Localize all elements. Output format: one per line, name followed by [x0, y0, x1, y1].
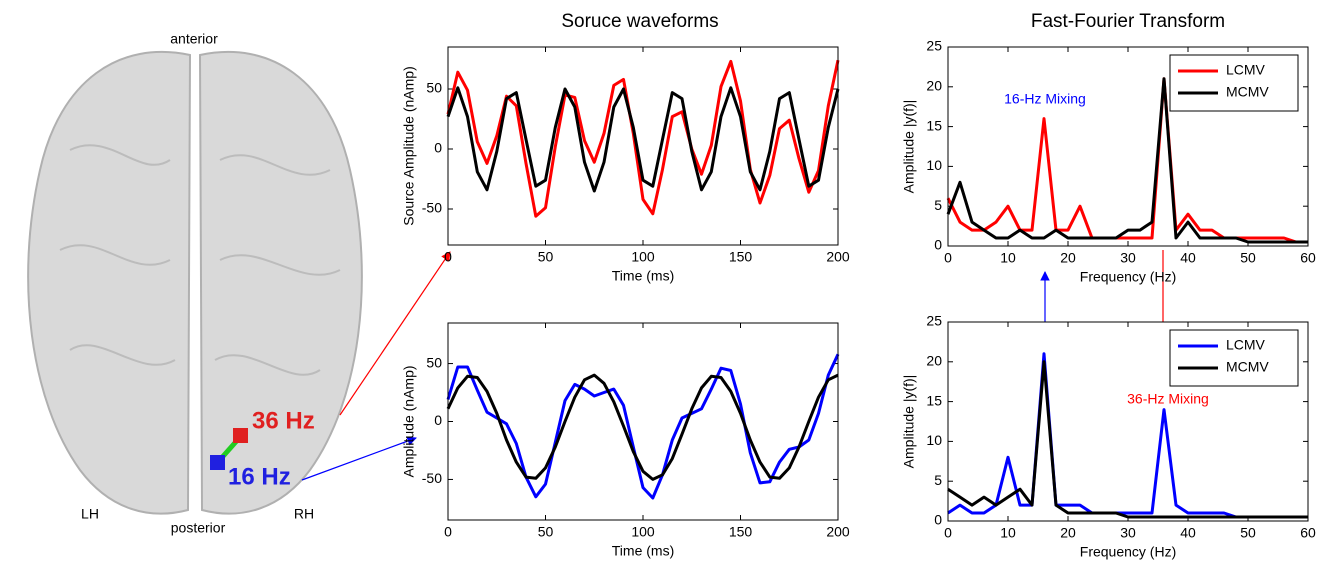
- y-tick-label: 5: [934, 472, 942, 488]
- x-tick-label: 60: [1300, 250, 1316, 266]
- annotation: 16-Hz Mixing: [1004, 91, 1086, 107]
- y-tick-label: 50: [426, 80, 442, 96]
- y-tick-label: 10: [926, 157, 942, 173]
- series-line: [946, 77, 1308, 244]
- x-tick-label: 0: [944, 525, 952, 541]
- plot-area: [448, 323, 838, 520]
- brain-label: posterior: [171, 520, 226, 536]
- series-line: [446, 86, 840, 193]
- x-tick-label: 20: [1060, 525, 1076, 541]
- axes-frame: [447, 322, 839, 521]
- axes-frame: [947, 321, 1309, 522]
- x-axis-label: Frequency (Hz): [1080, 544, 1176, 560]
- y-tick-label: 20: [926, 353, 942, 369]
- brain-label: anterior: [170, 31, 218, 47]
- arrow: [339, 251, 451, 416]
- y-tick-label: 0: [934, 512, 942, 528]
- y-tick-label: 25: [926, 313, 942, 329]
- y-tick-label: 10: [926, 432, 942, 448]
- x-tick-label: 200: [826, 524, 850, 540]
- y-tick-label: 0: [934, 237, 942, 253]
- x-tick-label: 150: [729, 524, 753, 540]
- x-tick-label: 30: [1120, 250, 1136, 266]
- source-marker: [210, 455, 225, 470]
- y-tick-label: 0: [434, 140, 442, 156]
- legend-label: LCMV: [1226, 337, 1266, 353]
- y-tick-label: 15: [926, 392, 942, 408]
- right-hemisphere: [198, 50, 363, 515]
- brain: [27, 50, 363, 515]
- source-label: 36 Hz: [252, 407, 315, 434]
- x-tick-label: 50: [538, 249, 554, 265]
- y-tick-label: 5: [934, 197, 942, 213]
- series-line: [946, 77, 1308, 244]
- arrow: [301, 436, 417, 481]
- x-axis-label: Frequency (Hz): [1080, 269, 1176, 285]
- annotation: 36-Hz Mixing: [1127, 391, 1209, 407]
- legend-label: MCMV: [1226, 84, 1269, 100]
- column-title: Soruce waveforms: [561, 11, 718, 32]
- x-tick-label: 30: [1120, 525, 1136, 541]
- x-tick-label: 20: [1060, 250, 1076, 266]
- legend: [1169, 54, 1299, 112]
- y-axis-label: Amplitude |y(f)|: [901, 100, 917, 194]
- x-tick-label: 50: [1240, 250, 1256, 266]
- x-axis-label: Time (ms): [612, 543, 674, 559]
- series-line: [446, 59, 840, 218]
- brain-label: RH: [294, 506, 314, 522]
- column-title: Fast-Fourier Transform: [1031, 11, 1225, 32]
- legend-label: LCMV: [1226, 62, 1266, 78]
- y-tick-label: 20: [926, 78, 942, 94]
- x-tick-label: 10: [1000, 525, 1016, 541]
- y-axis-label: Amplitude (nAmp): [401, 365, 417, 477]
- x-axis-label: Time (ms): [612, 268, 674, 284]
- y-axis-label: Amplitude |y(f)|: [901, 375, 917, 469]
- plot-area: [448, 47, 838, 245]
- y-tick-label: -50: [422, 200, 442, 216]
- legend-label: MCMV: [1226, 359, 1269, 375]
- x-tick-label: 40: [1180, 250, 1196, 266]
- legend: [1169, 329, 1299, 387]
- x-tick-label: 60: [1300, 525, 1316, 541]
- x-tick-label: 50: [1240, 525, 1256, 541]
- x-tick-label: 0: [444, 249, 452, 265]
- x-tick-label: 40: [1180, 525, 1196, 541]
- series-line: [446, 373, 839, 481]
- x-tick-label: 10: [1000, 250, 1016, 266]
- y-axis-label: Source Amplitude (nAmp): [401, 66, 417, 226]
- sulci: [59, 144, 341, 376]
- x-tick-label: 100: [631, 249, 655, 265]
- x-tick-label: 150: [729, 249, 753, 265]
- y-tick-label: 50: [426, 354, 442, 370]
- axes-frame: [447, 46, 839, 246]
- x-tick-label: 0: [944, 250, 952, 266]
- y-tick-label: 15: [926, 117, 942, 133]
- x-tick-label: 100: [631, 524, 655, 540]
- series-line: [947, 360, 1308, 519]
- y-tick-label: 0: [434, 412, 442, 428]
- y-tick-label: 25: [926, 38, 942, 54]
- source-marker: [233, 428, 248, 443]
- left-hemisphere: [27, 50, 192, 515]
- x-tick-label: 50: [538, 524, 554, 540]
- series-line: [446, 353, 840, 500]
- x-tick-label: 200: [826, 249, 850, 265]
- x-tick-label: 0: [444, 524, 452, 540]
- axes-frame: [947, 46, 1309, 247]
- y-tick-label: -50: [422, 470, 442, 486]
- source-label: 16 Hz: [228, 463, 291, 490]
- brain-label: LH: [81, 506, 99, 522]
